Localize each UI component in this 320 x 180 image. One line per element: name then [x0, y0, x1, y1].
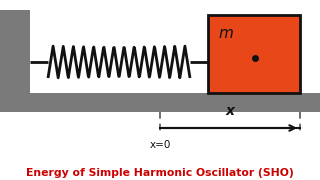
Bar: [0, 10, 30, 105]
Text: x: x: [226, 104, 235, 118]
Bar: [208, 15, 300, 93]
Bar: [0, 93, 320, 112]
Text: m: m: [219, 26, 233, 40]
Text: x=0: x=0: [149, 140, 171, 150]
Text: Energy of Simple Harmonic Oscillator (SHO): Energy of Simple Harmonic Oscillator (SH…: [26, 168, 294, 178]
